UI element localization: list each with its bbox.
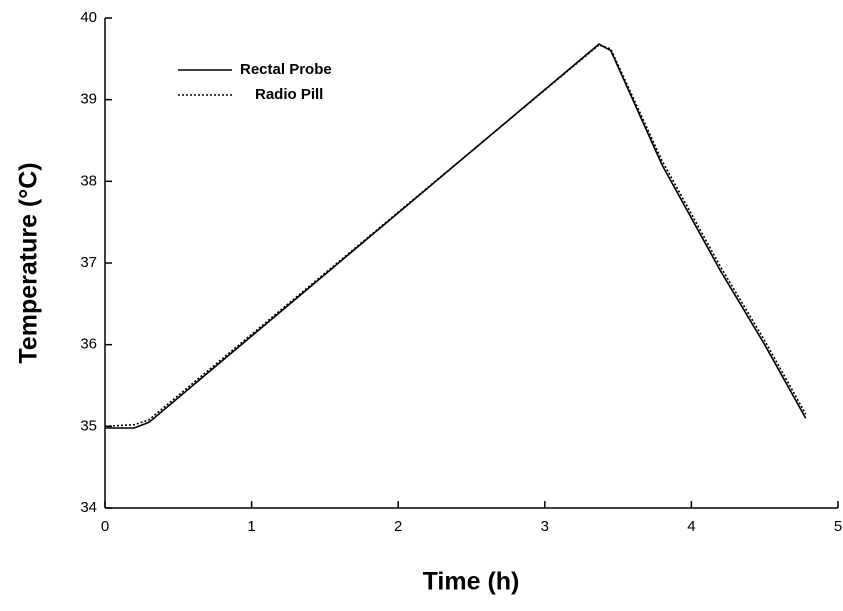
- y-tick-label: 38: [80, 172, 97, 189]
- y-tick-label: 35: [80, 417, 97, 434]
- y-axis-title: Temperature (°C): [15, 162, 43, 363]
- x-tick-label: 4: [687, 518, 695, 535]
- x-tick-label: 5: [834, 518, 842, 535]
- y-tick-label: 39: [80, 91, 97, 108]
- y-tick-label: 37: [80, 254, 97, 271]
- data-line: [105, 43, 807, 429]
- x-tick-label: 0: [101, 518, 109, 535]
- legend-label: Rectal Probe: [240, 61, 332, 78]
- x-tick-label: 2: [394, 518, 402, 535]
- x-tick-label: 1: [247, 518, 255, 535]
- y-tick-label: 34: [80, 499, 97, 516]
- x-tick-label: 3: [541, 518, 549, 535]
- legend-label: Radio Pill: [255, 86, 323, 103]
- y-tick-label: 40: [80, 9, 97, 26]
- data-line: [104, 43, 807, 428]
- x-axis-title: Time (h): [423, 568, 520, 596]
- y-tick-label: 36: [80, 336, 97, 353]
